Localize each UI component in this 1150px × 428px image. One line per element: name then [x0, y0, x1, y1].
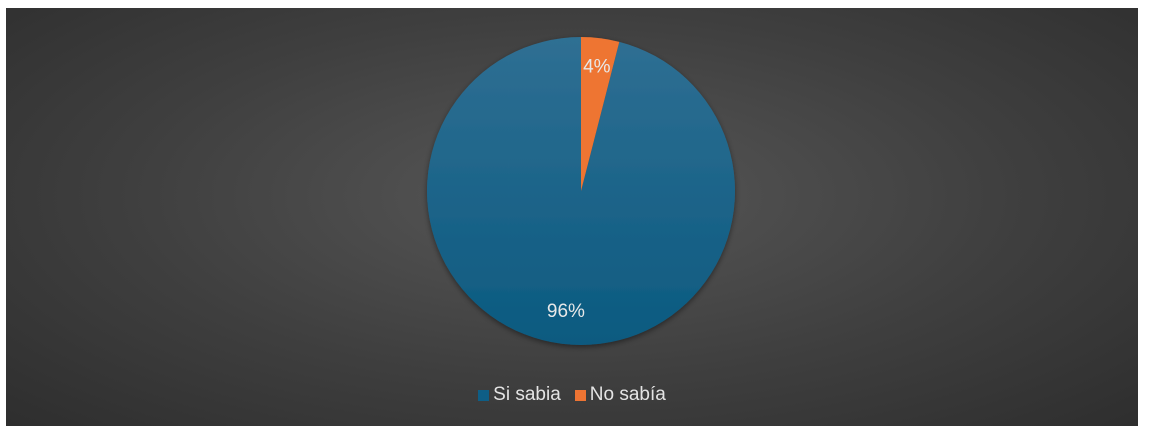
data-label-si-sabia: 96% — [547, 301, 585, 322]
pie-slice-no-sabia — [581, 37, 620, 191]
legend-swatch-si-sabia — [478, 389, 490, 401]
chart-area: 96% 4% Si sabia No sabía — [6, 8, 1138, 426]
legend-item-no-sabia: No sabía — [574, 384, 666, 406]
legend-swatch-no-sabia — [574, 389, 586, 401]
data-label-no-sabia: 4% — [583, 57, 611, 78]
pie-chart: 96% 4% — [426, 37, 735, 345]
legend: Si sabia No sabía — [6, 384, 1138, 406]
legend-label-no-sabia: No sabía — [589, 384, 666, 405]
legend-label-si-sabia: Si sabia — [493, 384, 561, 405]
pie-slice-si-sabia — [426, 37, 735, 345]
legend-item-si-sabia: Si sabia — [478, 384, 561, 406]
